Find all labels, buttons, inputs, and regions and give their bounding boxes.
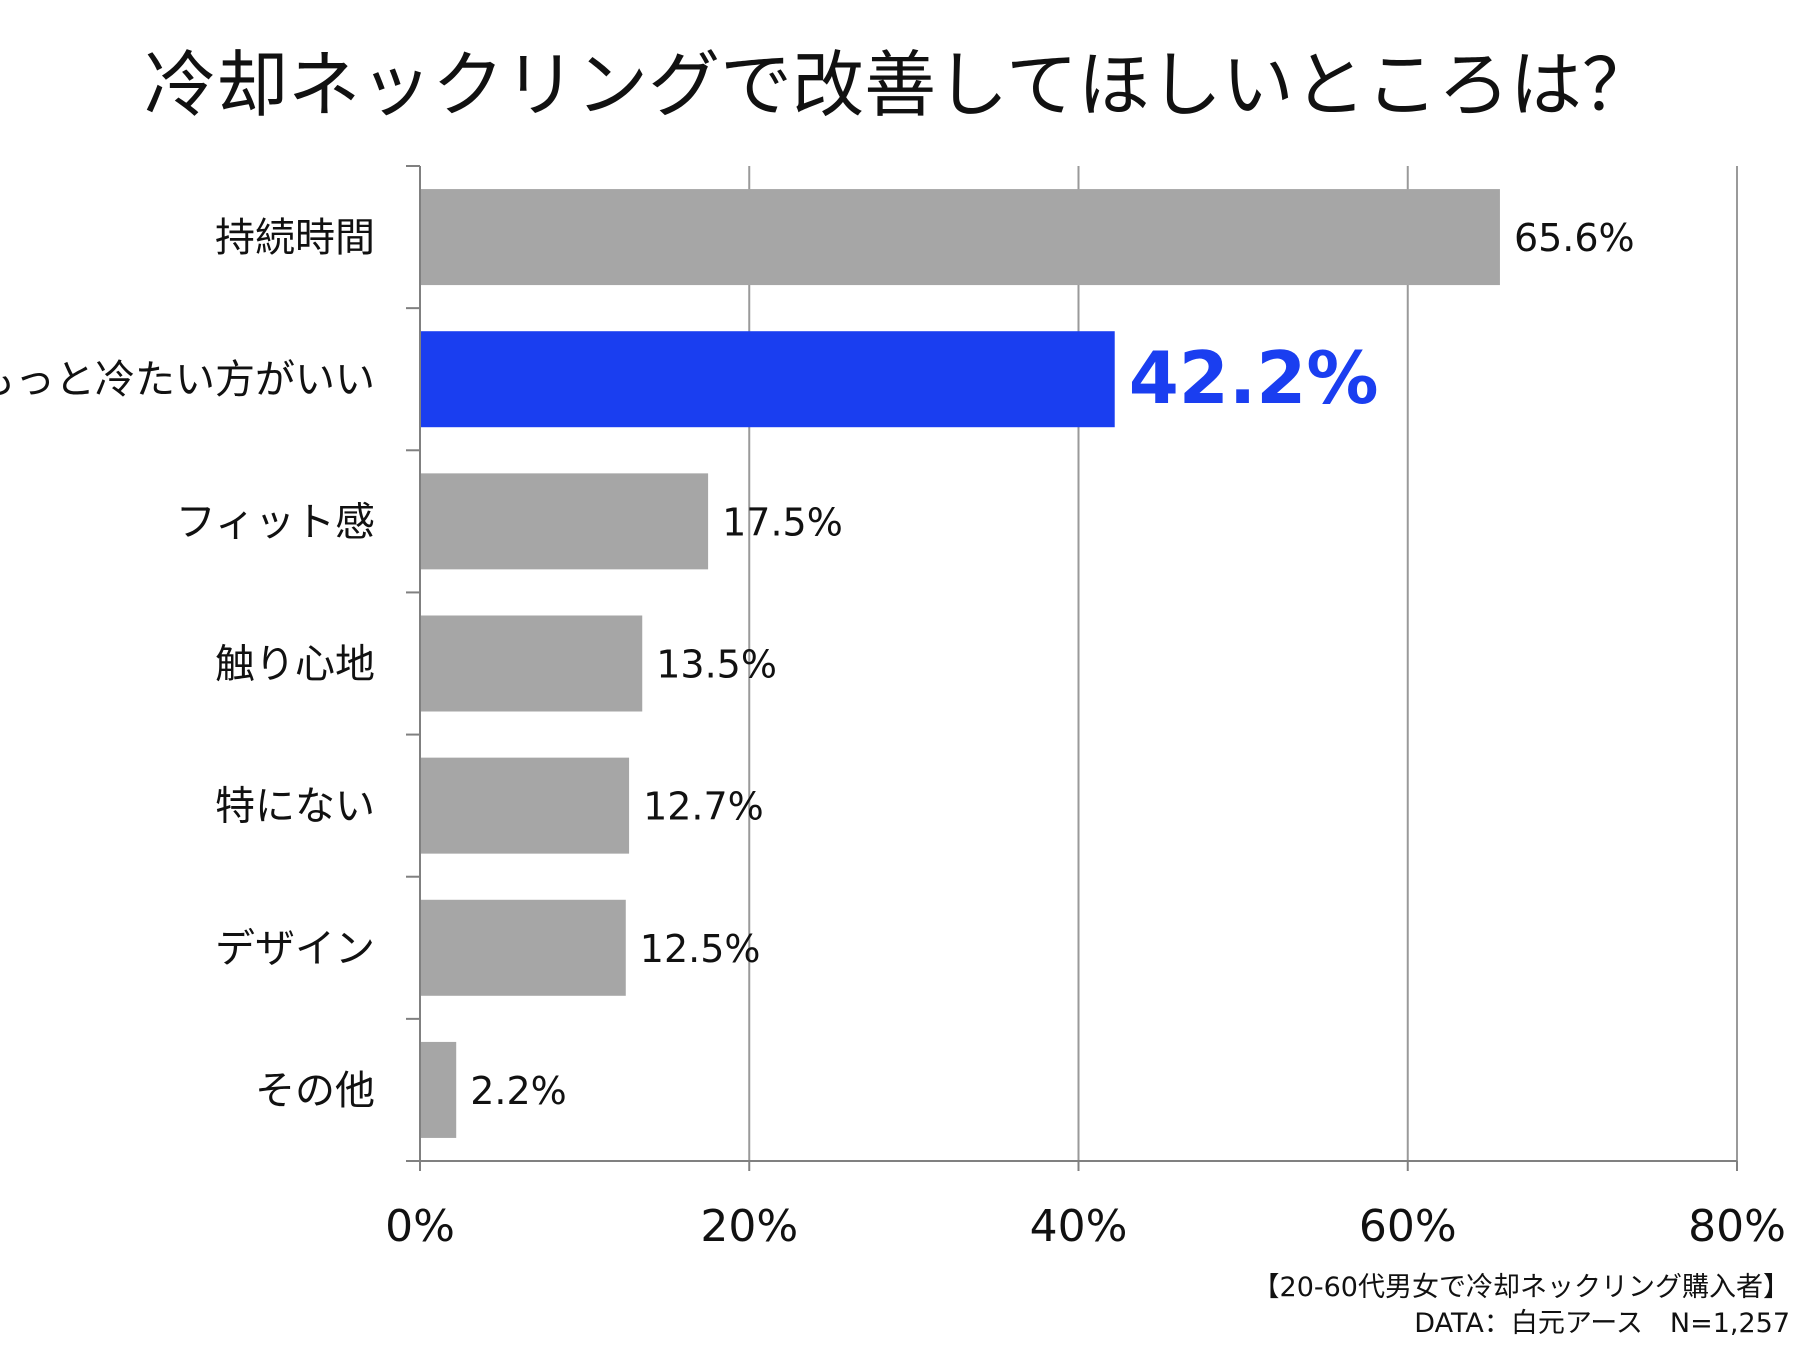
bar-0	[420, 189, 1500, 286]
bar-5	[420, 899, 626, 996]
category-label: デザイン	[215, 926, 375, 972]
chart-title: 冷却ネックリングで改善してほしいところは？	[144, 43, 1654, 127]
x-tick-label: 40%	[1030, 1201, 1128, 1252]
value-label: 12.5%	[640, 927, 761, 971]
value-label: 65.6%	[1514, 216, 1635, 260]
value-label: 17.5%	[722, 500, 843, 544]
bar-6	[420, 1041, 457, 1138]
bar-1	[420, 331, 1115, 428]
labels: 0% 20% 40% 60% 80% 持続時間 65.6% もっと冷たい方がいい 42.2% フィ…	[0, 215, 1786, 1252]
value-label: 12.7%	[643, 785, 764, 829]
category-label: 持続時間	[215, 215, 375, 261]
category-label: 特にない	[215, 784, 375, 830]
axes	[406, 165, 1738, 1171]
bars	[420, 189, 1500, 1138]
category-label: もっと冷たい方がいい	[0, 357, 375, 403]
category-label: フィット感	[176, 499, 375, 545]
footnote-sample: 【20-60代男女で冷却ネックリング購入者】	[1252, 1272, 1790, 1303]
x-tick-label: 0%	[385, 1201, 455, 1252]
category-label: その他	[255, 1068, 375, 1114]
x-tick-label: 20%	[700, 1201, 798, 1252]
x-tick-label: 60%	[1359, 1201, 1457, 1252]
x-tick-label: 80%	[1688, 1201, 1786, 1252]
bar-2	[420, 473, 709, 570]
value-label: 13.5%	[656, 643, 777, 687]
gridlines	[748, 166, 1738, 1161]
footnote-source: DATA：白元アース N=1,257	[1414, 1308, 1790, 1339]
value-label-highlight: 42.2%	[1129, 336, 1379, 420]
value-label: 2.2%	[470, 1069, 567, 1113]
category-label: 触り心地	[215, 642, 375, 688]
bar-4	[420, 757, 630, 854]
bar-3	[420, 615, 643, 712]
